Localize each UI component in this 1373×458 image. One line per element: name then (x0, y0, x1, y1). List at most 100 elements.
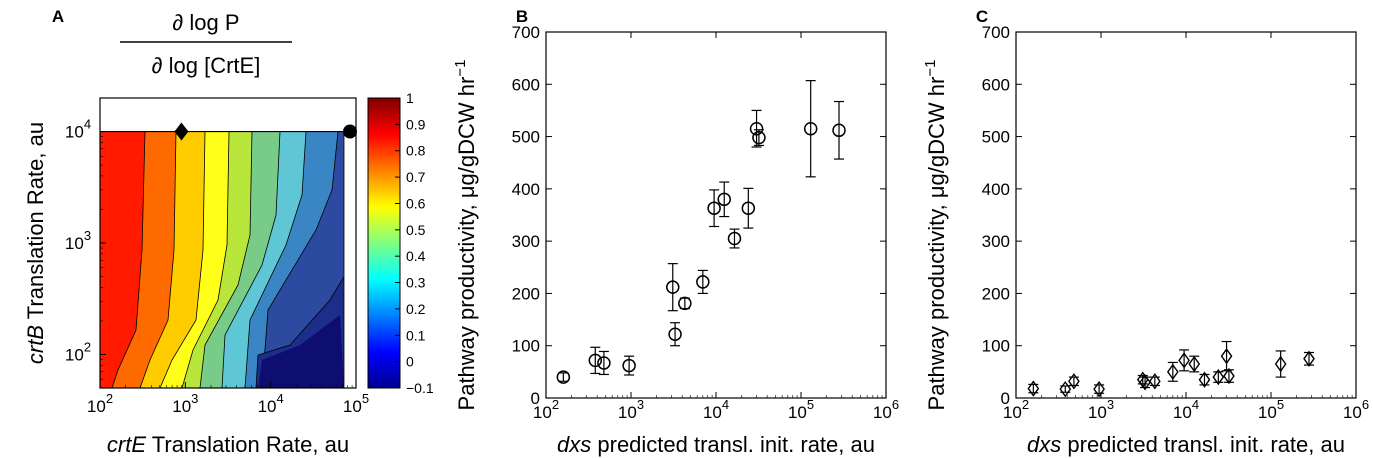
plot-frame (1015, 31, 1357, 399)
colorbar-tick-label: 0.7 (406, 169, 426, 185)
data-point (741, 201, 756, 215)
contour-band (258, 315, 344, 388)
contour-line (244, 131, 307, 389)
y-tick-label: 100 (982, 337, 1010, 356)
data-point (752, 130, 766, 145)
panel-b: B 0 100 200 300 400 500 600 700 102 103 104 105 106 dx… (452, 7, 899, 457)
y-tick-label: 102 (65, 339, 91, 364)
colorbar-tick-label: −0.1 (406, 380, 434, 396)
y-axis-label: Pathway productivity, μg/gDCW hr−1 (452, 60, 479, 411)
x-axis-label: dxs predicted transl. init. rate, au (557, 432, 875, 457)
data-point (707, 201, 721, 215)
y-tick-label: 0 (531, 389, 540, 408)
y-tick-label: 300 (512, 232, 540, 251)
plot-frame (545, 31, 887, 399)
x-tick-label: 106 (1343, 397, 1369, 422)
data-point (1223, 367, 1235, 385)
colorbar-tick-label: 0 (406, 354, 414, 370)
diamond-marker (174, 122, 189, 141)
contour-line (111, 131, 146, 389)
contour-blank-edge (344, 131, 356, 388)
data-point (803, 121, 818, 136)
colorbar-tick-label: 0.1 (406, 327, 426, 343)
panel-letter-b: B (516, 7, 528, 26)
x-tick-label: 104 (703, 397, 729, 422)
colorbar-tick-label: 0.3 (406, 275, 426, 291)
colorbar (367, 97, 401, 389)
x-tick-label: 102 (87, 391, 113, 416)
panel-a: A ∂ log P∂ log [CrtE]102 103 104 10510210310… (23, 7, 434, 457)
y-tick-label: 104 (65, 117, 91, 142)
y-tick-label: 0 (1001, 389, 1010, 408)
data-point (696, 275, 710, 289)
y-tick-label: 400 (512, 180, 540, 199)
colorbar-tick-label: 0.8 (406, 143, 426, 159)
y-tick-label: 600 (982, 75, 1010, 94)
colorbar-tick-label: 0.5 (406, 222, 426, 238)
panel-letter-a: A (52, 7, 64, 26)
y-axis-label: Pathway productivity, μg/gDCW hr−1 (922, 60, 949, 411)
contour-line (139, 131, 177, 389)
data-point (832, 123, 846, 138)
x-tick-label: 102 (533, 397, 559, 422)
data-point (1027, 380, 1040, 397)
y-tick-label: 500 (512, 128, 540, 147)
data-point (749, 121, 764, 136)
colorbar-tick-label: 0.9 (406, 116, 426, 132)
data-point (717, 192, 731, 207)
colorbar-tick-label: 0.4 (406, 248, 426, 264)
x-axis-label: crtE Translation Rate, au (107, 432, 349, 457)
data-point (1068, 373, 1080, 390)
x-tick-label: 104 (258, 391, 284, 416)
x-axis-label: dxs predicted transl. init. rate, au (1027, 432, 1345, 457)
y-tick-label: 700 (512, 23, 540, 42)
x-tick-label: 106 (873, 397, 899, 422)
x-tick-label: 105 (788, 397, 814, 422)
y-tick-label: 700 (982, 23, 1010, 42)
data-point (1178, 352, 1190, 369)
y-tick-label: 500 (982, 128, 1010, 147)
fraction-numerator: ∂ log P (172, 10, 239, 35)
x-tick-label: 105 (343, 391, 369, 416)
data-point (1093, 380, 1105, 398)
contour-line (199, 131, 253, 389)
data-point (1303, 350, 1315, 367)
data-point (1166, 363, 1179, 381)
data-point (1198, 371, 1211, 388)
colorbar-tick-label: 0.6 (406, 195, 426, 211)
x-tick-label: 103 (172, 391, 198, 416)
x-tick-label: 104 (1173, 397, 1199, 422)
data-point (668, 327, 682, 341)
x-tick-label: 105 (1258, 397, 1284, 422)
colorbar-tick-label: 1 (406, 90, 414, 106)
x-tick-label: 103 (618, 397, 644, 422)
contour-line (221, 131, 281, 389)
y-tick-label: 300 (982, 232, 1010, 251)
y-tick-label: 200 (512, 284, 540, 303)
contour-line (181, 131, 230, 389)
data-point (1220, 347, 1233, 365)
data-point (678, 296, 692, 311)
data-point (727, 231, 742, 246)
data-point (1139, 374, 1151, 391)
data-point (588, 353, 603, 368)
y-tick-label: 200 (982, 284, 1010, 303)
y-axis-label: crtB Translation Rate, au (23, 122, 48, 364)
data-point (556, 370, 571, 384)
data-point (1188, 355, 1201, 373)
panel-letter-c: C (976, 7, 988, 26)
y-tick-label: 400 (982, 180, 1010, 199)
y-tick-label: 600 (512, 75, 540, 94)
data-point (666, 280, 680, 294)
y-tick-label: 103 (65, 228, 91, 253)
panel-c: C 0 100 200 300 400 500 600 700 102 103 104 105 106 dx… (922, 7, 1369, 457)
data-point (597, 356, 611, 370)
data-point (1212, 368, 1225, 386)
fraction-denominator: ∂ log [CrtE] (152, 53, 261, 78)
contour-line (159, 131, 206, 389)
data-point (622, 358, 636, 373)
data-point (1274, 355, 1287, 373)
data-point (1148, 373, 1161, 390)
y-tick-label: 100 (512, 337, 540, 356)
